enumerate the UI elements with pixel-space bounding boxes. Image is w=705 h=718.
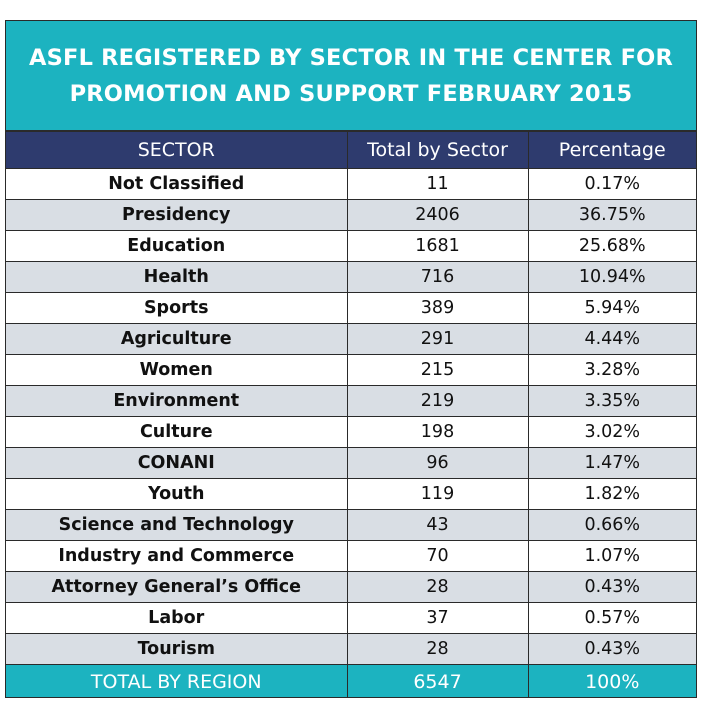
total-cell: 198 — [346, 416, 529, 448]
sector-cell: Tourism — [6, 633, 348, 665]
percentage-cell: 36.75% — [527, 199, 696, 231]
sector-cell: Agriculture — [6, 323, 348, 355]
percentage-cell: 0.66% — [527, 509, 696, 541]
sector-cell: Not Classified — [6, 168, 348, 200]
total-cell: 28 — [346, 571, 529, 603]
percentage-cell: 4.44% — [527, 323, 696, 355]
table-title-line-1: ASFL REGISTERED BY SECTOR IN THE CENTER … — [28, 45, 674, 71]
sector-cell: Education — [6, 230, 348, 262]
header-row: SECTOR Total by Sector Percentage — [6, 131, 696, 169]
sector-cell: Youth — [6, 478, 348, 510]
percentage-cell: 0.17% — [527, 168, 696, 200]
sector-cell: Industry and Commerce — [6, 540, 348, 572]
total-cell: 119 — [346, 478, 529, 510]
percentage-cell: 1.07% — [527, 540, 696, 572]
table-row: CONANI 96 1.47% — [6, 447, 696, 479]
sector-cell: Presidency — [6, 199, 348, 231]
sector-cell: CONANI — [6, 447, 348, 479]
total-cell: 28 — [346, 633, 529, 665]
table-title-line-2: PROMOTION AND SUPPORT FEBRUARY 2015 — [69, 81, 633, 107]
percentage-cell: 0.57% — [527, 602, 696, 634]
sector-cell: Environment — [6, 385, 348, 417]
header-total: Total by Sector — [346, 131, 529, 169]
total-cell: 1681 — [346, 230, 529, 262]
total-label: TOTAL BY REGION — [6, 664, 348, 697]
sector-cell: Culture — [6, 416, 348, 448]
sector-cell: Sports — [6, 292, 348, 324]
percentage-cell: 25.68% — [527, 230, 696, 262]
table-row: Presidency 2406 36.75% — [6, 199, 696, 231]
table-row: Culture 198 3.02% — [6, 416, 696, 448]
sector-table-card: ASFL REGISTERED BY SECTOR IN THE CENTER … — [5, 20, 697, 698]
header-percentage: Percentage — [527, 131, 696, 169]
sector-table: SECTOR Total by Sector Percentage Not Cl… — [6, 131, 696, 697]
table-row: Tourism 28 0.43% — [6, 633, 696, 665]
total-percentage: 100% — [527, 664, 696, 697]
percentage-cell: 5.94% — [527, 292, 696, 324]
total-cell: 219 — [346, 385, 529, 417]
total-value: 6547 — [346, 664, 529, 697]
sector-cell: Attorney General’s Office — [6, 571, 348, 603]
table-row: Environment 219 3.35% — [6, 385, 696, 417]
header-sector: SECTOR — [6, 131, 348, 169]
sector-cell: Labor — [6, 602, 348, 634]
total-cell: 43 — [346, 509, 529, 541]
total-cell: 215 — [346, 354, 529, 386]
total-row: TOTAL BY REGION 6547 100% — [6, 664, 696, 697]
table-row: Attorney General’s Office 28 0.43% — [6, 571, 696, 603]
percentage-cell: 1.47% — [527, 447, 696, 479]
total-cell: 291 — [346, 323, 529, 355]
table-row: Not Classified 11 0.17% — [6, 168, 696, 200]
table-row: Sports 389 5.94% — [6, 292, 696, 324]
sector-cell: Women — [6, 354, 348, 386]
percentage-cell: 0.43% — [527, 633, 696, 665]
sector-cell: Science and Technology — [6, 509, 348, 541]
table-row: Agriculture 291 4.44% — [6, 323, 696, 355]
total-cell: 37 — [346, 602, 529, 634]
table-row: Youth 119 1.82% — [6, 478, 696, 510]
total-cell: 2406 — [346, 199, 529, 231]
table-row: Science and Technology 43 0.66% — [6, 509, 696, 541]
table-row: Industry and Commerce 70 1.07% — [6, 540, 696, 572]
table-body: Not Classified 11 0.17% Presidency 2406 36.75… — [6, 168, 696, 665]
total-cell: 11 — [346, 168, 529, 200]
total-cell: 70 — [346, 540, 529, 572]
percentage-cell: 0.43% — [527, 571, 696, 603]
table-title: ASFL REGISTERED BY SECTOR IN THE CENTER … — [6, 21, 696, 131]
table-row: Health 716 10.94% — [6, 261, 696, 293]
table-row: Labor 37 0.57% — [6, 602, 696, 634]
percentage-cell: 10.94% — [527, 261, 696, 293]
percentage-cell: 3.35% — [527, 385, 696, 417]
total-cell: 716 — [346, 261, 529, 293]
table-row: Education 1681 25.68% — [6, 230, 696, 262]
percentage-cell: 3.28% — [527, 354, 696, 386]
sector-cell: Health — [6, 261, 348, 293]
total-cell: 96 — [346, 447, 529, 479]
table-row: Women 215 3.28% — [6, 354, 696, 386]
total-cell: 389 — [346, 292, 529, 324]
percentage-cell: 3.02% — [527, 416, 696, 448]
percentage-cell: 1.82% — [527, 478, 696, 510]
